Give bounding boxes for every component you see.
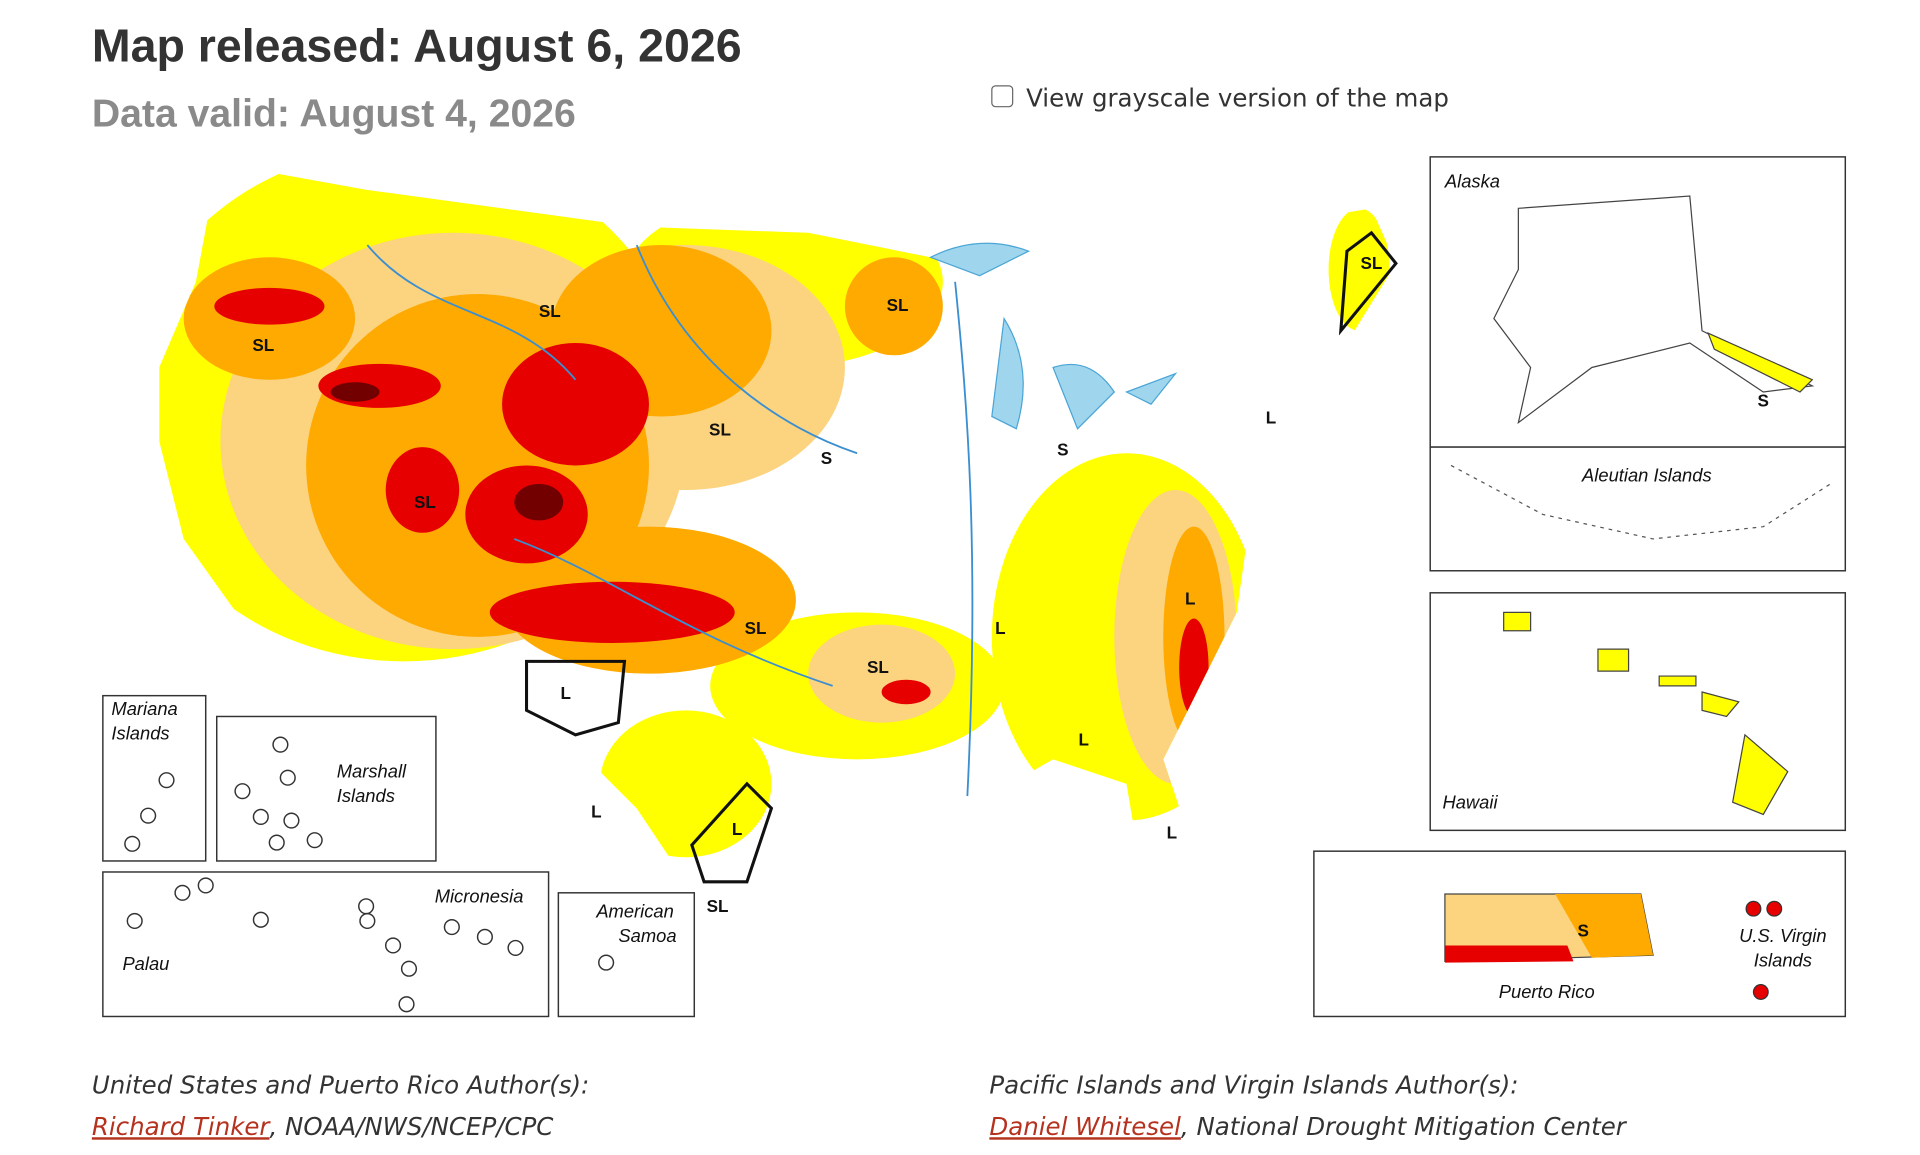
inset-label: Hawaii [1442, 791, 1498, 812]
mariana-inset [102, 694, 207, 862]
impact-label: L [1167, 823, 1177, 843]
impact-label: SL [707, 896, 729, 916]
inset-label: Samoa [618, 925, 676, 946]
samoa-inset [557, 892, 696, 1018]
impact-label: L [995, 618, 1005, 638]
impact-label: S [1057, 439, 1068, 459]
inset-label: Alaska [1444, 171, 1500, 192]
inset-label: Islands [337, 785, 395, 806]
inset-label: Mariana [111, 698, 177, 719]
marshall-inset [215, 715, 437, 862]
impact-label: L [1185, 589, 1195, 609]
virgin-island [1745, 900, 1762, 917]
island-markers [126, 877, 524, 1013]
author-link[interactable]: Daniel Whitesel [989, 1112, 1181, 1141]
aleutian-shape [1450, 464, 1831, 540]
impact-label: SL [252, 335, 274, 355]
inset-label: Islands [1754, 949, 1812, 970]
author-heading: Pacific Islands and Virgin Islands Autho… [989, 1071, 1518, 1100]
impact-label: L [1266, 407, 1276, 427]
inset-label: Palau [122, 953, 169, 974]
grayscale-label[interactable]: View grayscale version of the map [1026, 84, 1449, 113]
author-heading: United States and Puerto Rico Author(s): [92, 1071, 589, 1100]
inset-label: American [595, 900, 674, 921]
impact-label: SL [745, 618, 767, 638]
impact-label: S [821, 448, 832, 468]
puerto-rico-drought [1444, 945, 1574, 963]
virgin-island [1752, 984, 1769, 1000]
impact-label: SL [867, 657, 889, 677]
alaska-drought [1707, 332, 1814, 393]
impact-label: SL [887, 295, 909, 315]
inset-label: Aleutian Islands [1581, 464, 1712, 485]
author-affiliation: , National Drought Mitigation Center [1181, 1112, 1628, 1141]
aleutian-inset [1429, 446, 1847, 572]
island-marker [598, 954, 615, 971]
us-map [159, 163, 1398, 937]
impact-label: SL [414, 492, 436, 512]
map-released-title: Map released: August 6, 2026 [92, 19, 742, 71]
impact-label: SL [539, 301, 561, 321]
author-link[interactable]: Richard Tinker [92, 1112, 272, 1141]
virgin-island [1766, 900, 1783, 917]
author-affiliation: , NOAA/NWS/NCEP/CPC [270, 1112, 554, 1141]
impact-label: L [732, 819, 742, 839]
hawaii-islands [1503, 611, 1789, 816]
hawaii-inset [1429, 592, 1847, 832]
inset-label: Micronesia [435, 886, 524, 907]
inset-label: Puerto Rico [1499, 981, 1595, 1002]
impact-label: L [591, 802, 601, 822]
island-markers [124, 772, 175, 852]
alaska-shape [1493, 195, 1815, 425]
impact-boundaries [525, 230, 1398, 884]
great-lakes [929, 242, 1178, 430]
micronesia-inset [102, 871, 550, 1018]
author-line: Richard Tinker, NOAA/NWS/NCEP/CPC [92, 1112, 554, 1141]
impact-label: S [1758, 390, 1769, 410]
author-line: Daniel Whitesel, National Drought Mitiga… [989, 1112, 1627, 1141]
inset-label: U.S. Virgin [1739, 925, 1826, 946]
impact-label: SL [1360, 253, 1382, 273]
inset-label: Islands [111, 723, 169, 744]
inset-label: Marshall [337, 761, 407, 782]
impact-label: SL [709, 420, 731, 440]
impact-label: L [560, 683, 570, 703]
grayscale-checkbox[interactable] [991, 85, 1014, 108]
island-markers [234, 736, 323, 851]
rivers [366, 244, 974, 797]
puerto-rico-drought [1555, 894, 1654, 958]
data-valid-subtitle: Data valid: August 4, 2026 [92, 92, 576, 135]
impact-label: L [1078, 730, 1088, 750]
impact-label: S [1578, 921, 1589, 941]
drought-areas [159, 163, 1390, 858]
